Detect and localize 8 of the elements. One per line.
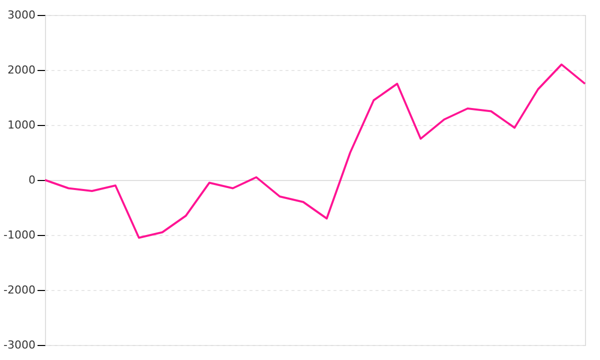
y-tick-label: 2000 — [8, 64, 36, 76]
y-tick-label: 0 — [28, 174, 36, 186]
y-tick-label: -2000 — [4, 284, 36, 296]
line-series — [44, 64, 586, 239]
y-tick-label: 1000 — [8, 118, 36, 132]
y-tick-label: -3000 — [4, 338, 36, 352]
y-tick-label: 3000 — [8, 8, 36, 22]
y-tick-label: -1000 — [4, 228, 36, 242]
